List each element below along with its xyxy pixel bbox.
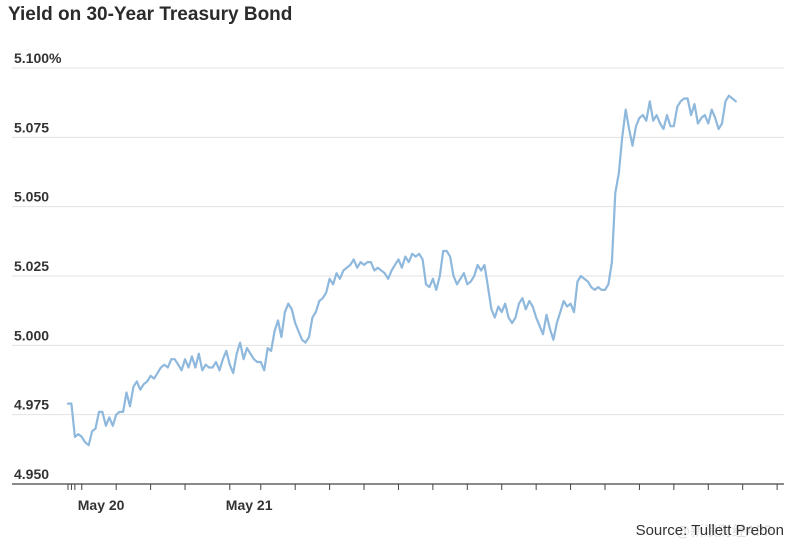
y-tick-label: 5.000 bbox=[14, 327, 49, 343]
y-tick-label: 5.050 bbox=[14, 189, 49, 205]
y-tick-label: 5.025 bbox=[14, 258, 49, 274]
series-group bbox=[66, 94, 737, 447]
y-tick-label: 5.100% bbox=[14, 50, 62, 66]
series-line bbox=[66, 94, 737, 447]
x-tick-label: May 21 bbox=[226, 497, 273, 513]
watermark-text: @新浪财经APP bbox=[676, 524, 772, 540]
source-note: Source: Tullett Prebon bbox=[635, 522, 784, 539]
y-axis: 5.100% 5.075 5.050 5.025 5.000 4.975 4.950 bbox=[14, 50, 62, 482]
x-axis: May 20 May 21 bbox=[12, 483, 784, 513]
y-tick-label: 4.950 bbox=[14, 466, 49, 482]
x-tick-label: May 20 bbox=[78, 497, 125, 513]
y-tick-label: 5.075 bbox=[14, 119, 49, 135]
y-tick-label: 4.975 bbox=[14, 397, 49, 413]
gridlines bbox=[12, 67, 784, 416]
chart-title: Yield on 30-Year Treasury Bond bbox=[8, 4, 293, 25]
